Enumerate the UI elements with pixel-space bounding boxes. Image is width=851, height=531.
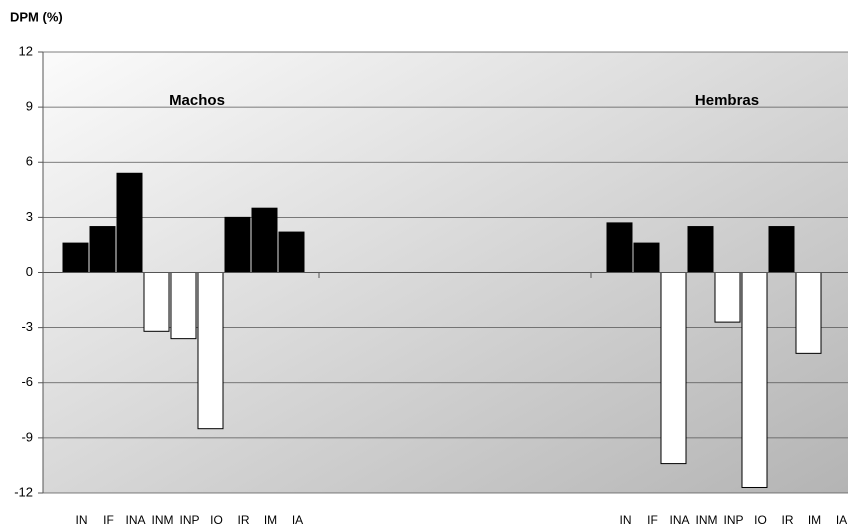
- x-tick-label: IA: [836, 513, 847, 527]
- bar: [633, 242, 660, 274]
- bar: [224, 216, 251, 273]
- bar: [116, 172, 143, 273]
- x-tick-label: IF: [647, 513, 658, 527]
- x-tick-label: INA: [669, 513, 689, 527]
- x-tick-label: IN: [76, 513, 88, 527]
- bar: [278, 231, 305, 273]
- x-tick-label: INP: [723, 513, 743, 527]
- group-label: Machos: [169, 92, 225, 109]
- bar: [170, 272, 197, 340]
- chart-title: DPM (%): [10, 9, 63, 24]
- x-tick-label: IF: [103, 513, 114, 527]
- y-tick-label: -9: [21, 429, 33, 444]
- bar: [795, 272, 822, 354]
- y-tick-label: 0: [26, 264, 33, 279]
- y-tick-label: -6: [21, 374, 33, 389]
- y-tick-label: -3: [21, 319, 33, 334]
- x-tick-label: INA: [125, 513, 145, 527]
- bar: [768, 226, 795, 273]
- x-tick-label: IM: [264, 513, 277, 527]
- bar: [714, 272, 741, 323]
- x-tick-label: INM: [152, 513, 174, 527]
- bar: [251, 207, 278, 273]
- bar: [687, 226, 714, 273]
- bar: [197, 272, 224, 430]
- x-tick-label: IA: [292, 513, 303, 527]
- y-tick-label: 12: [19, 43, 33, 58]
- y-tick-label: -12: [14, 484, 33, 499]
- x-tick-label: IO: [210, 513, 223, 527]
- y-tick-label: 9: [26, 99, 33, 114]
- y-tick-label: 6: [26, 154, 33, 169]
- x-tick-label: IM: [808, 513, 821, 527]
- x-tick-label: INM: [696, 513, 718, 527]
- y-tick-label: 3: [26, 209, 33, 224]
- bar: [741, 272, 768, 488]
- bar: [143, 272, 170, 332]
- bar: [606, 222, 633, 273]
- bar: [660, 272, 687, 465]
- x-tick-label: INP: [179, 513, 199, 527]
- x-tick-label: IN: [620, 513, 632, 527]
- bar: [62, 242, 89, 274]
- x-tick-label: IR: [782, 513, 794, 527]
- x-tick-label: IR: [238, 513, 250, 527]
- x-tick-label: IO: [754, 513, 767, 527]
- bar: [89, 226, 116, 273]
- group-label: Hembras: [695, 92, 759, 109]
